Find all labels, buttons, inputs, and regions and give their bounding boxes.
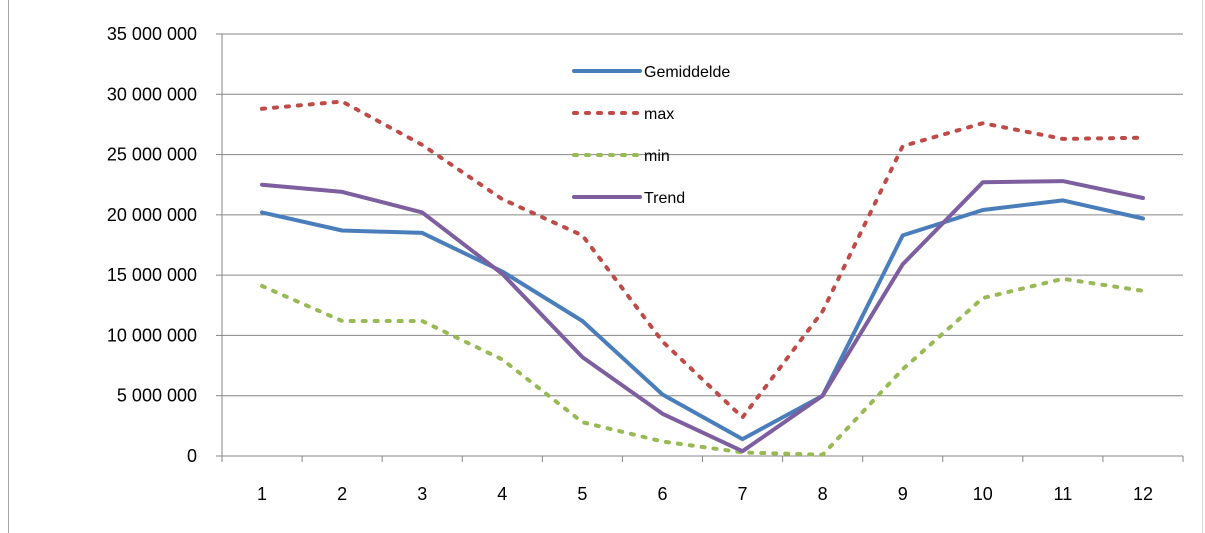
x-tick-label: 2 [337,484,347,504]
legend-label-trend: Trend [644,190,685,207]
series-line-max [260,99,1145,420]
chart-frame [8,0,1203,533]
y-tick-label: 20 000 000 [107,205,197,225]
x-tick-label: 10 [973,484,993,504]
axes [221,34,1183,457]
x-tick-label: 9 [898,484,908,504]
x-tick-label: 5 [577,484,587,504]
x-tick-label: 7 [738,484,748,504]
series-line-gemiddelde [260,198,1145,442]
y-tick-label: 5 000 000 [117,386,197,406]
x-tick-label: 8 [818,484,828,504]
y-axis-ticks: 0 5 000 000 10 000 000 15 000 000 20 000 000… [107,24,222,466]
x-tick-label: 3 [417,484,427,504]
series-lines [260,99,1145,457]
legend: Gemiddelde max min Trend [572,64,730,207]
legend-label-min: min [644,148,670,165]
x-tick-label: 12 [1133,484,1153,504]
x-axis-ticks: 1 2 3 4 5 6 7 8 9 10 11 12 [221,456,1184,504]
y-tick-label: 10 000 000 [107,325,197,345]
y-tick-label: 35 000 000 [107,24,197,44]
series-line-trend [260,179,1145,454]
x-tick-label: 6 [657,484,667,504]
x-tick-label: 4 [497,484,507,504]
grid-lines [222,33,1183,397]
y-tick-label: 15 000 000 [107,265,197,285]
x-tick-label: 1 [257,484,267,504]
series-line-min [260,276,1145,457]
legend-label-gemiddelde: Gemiddelde [644,64,730,81]
y-tick-label: 30 000 000 [107,84,197,104]
x-tick-label: 11 [1054,484,1073,504]
y-tick-label: 0 [187,446,197,466]
legend-label-max: max [644,106,674,123]
y-tick-label: 25 000 000 [107,145,197,165]
